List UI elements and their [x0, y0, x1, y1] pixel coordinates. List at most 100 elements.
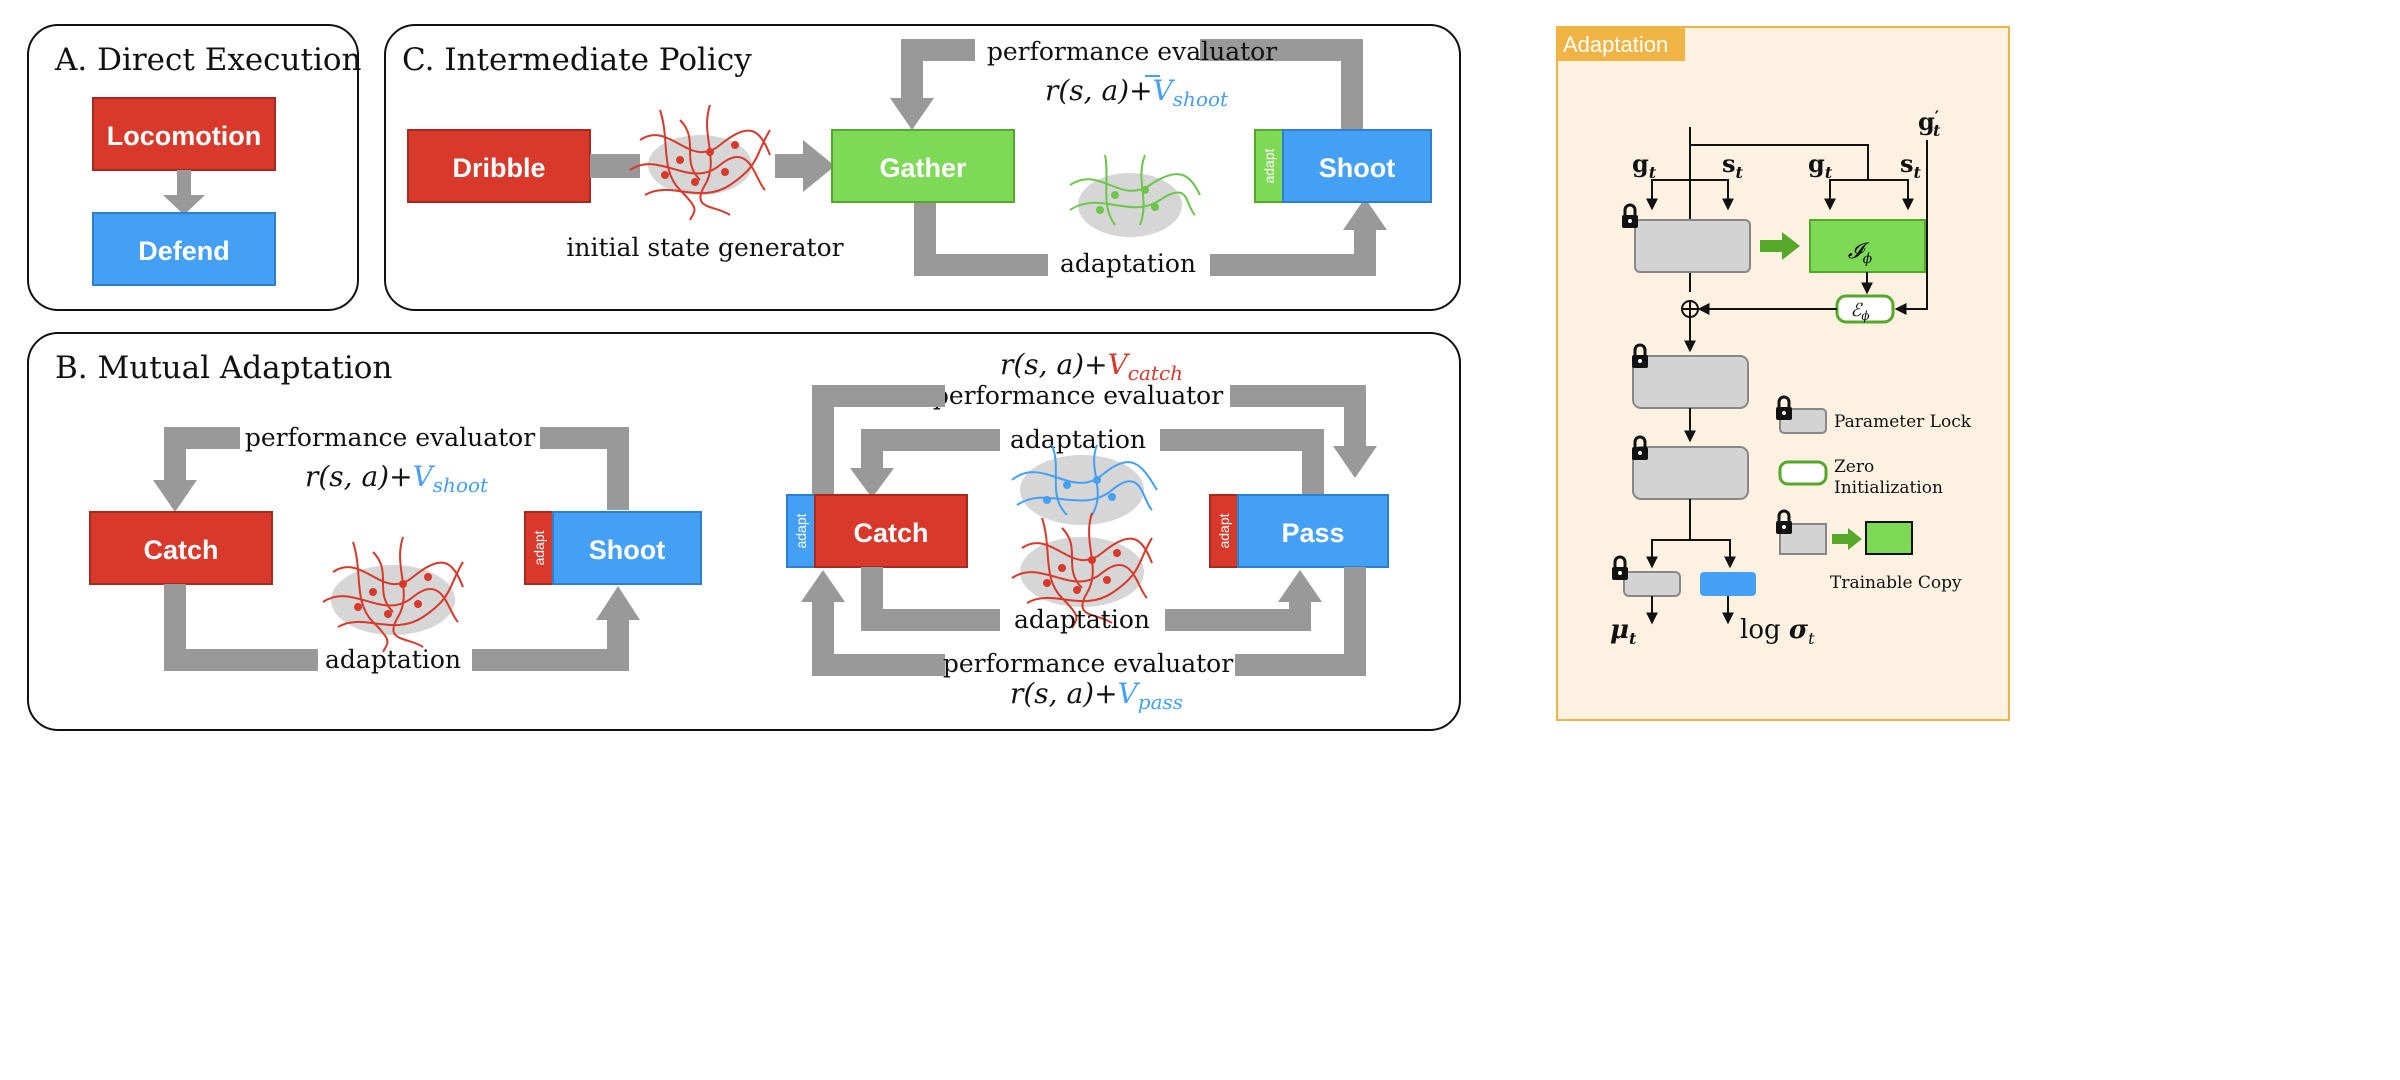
input-bus [1689, 127, 1869, 180]
adaptation-loop-left [914, 202, 1048, 276]
generator-connector [775, 154, 805, 178]
shoot-box [1282, 129, 1432, 203]
outer-bottom-arrowhead [801, 570, 845, 602]
left-adapt-tab [524, 511, 554, 585]
dribble-label: Dribble [452, 153, 545, 183]
s-copy-input-label: st [1900, 149, 1922, 182]
legend-copy-target-swatch [1865, 521, 1913, 555]
outer-top-loop-left [812, 385, 945, 500]
adapt-tab-label: adapt [1261, 148, 1277, 183]
left-evaluator-arrowhead [153, 480, 197, 512]
adaptation-loop-right [1210, 228, 1376, 276]
legend: Parameter Lock Zero Initialization Train… [1774, 395, 1972, 593]
left-adaptation-arrowhead [596, 586, 640, 620]
adaptation-panel: Adaptation gt st gt st g′ t 𝓘ϕ ℰϕ [1556, 26, 2010, 721]
panel-a-title: A. Direct Execution [54, 42, 362, 78]
legend-copy-arrow [1832, 528, 1862, 550]
panel-c: C. Intermediate Policy performance evalu… [384, 24, 1461, 311]
pass-adapt-tab [1209, 494, 1239, 568]
to-mu-head-arrow [1646, 499, 1691, 569]
dribble-box [407, 129, 591, 203]
dribble-connector [590, 154, 640, 178]
flow-arrow [163, 170, 205, 215]
locked-hidden-block-1 [1632, 355, 1749, 409]
left-shoot-box [552, 511, 702, 585]
c-evaluator-label: performance evaluator [987, 37, 1277, 66]
left-catch-label: Catch [143, 535, 218, 565]
legend-copy-source-swatch [1779, 523, 1827, 555]
outer-top-loop-right [1230, 385, 1366, 448]
left-evaluator-loop-right [540, 427, 629, 510]
inner-top-adaptation-label: adaptation [1010, 425, 1146, 454]
legend-zero-init-swatch [1778, 460, 1828, 486]
locked-hidden-block-2 [1632, 446, 1749, 500]
g-copy-input-label: gt [1808, 149, 1833, 182]
adaptation-tag [1557, 27, 1685, 61]
shoot-label: Shoot [1319, 153, 1395, 183]
panel-c-title: C. Intermediate Policy [402, 42, 752, 78]
bottom-evaluator-label: performance evaluator [943, 649, 1233, 678]
pass-adapt-tab-label: adapt [1216, 513, 1232, 548]
s-input-label: st [1722, 149, 1744, 182]
e-phi-label: ℰϕ [1850, 300, 1869, 323]
blue-trajectory-cloud [1020, 455, 1144, 525]
to-sigma-head-arrow [1690, 539, 1736, 569]
panel-a: A. Direct Execution Locomotion Defend [27, 24, 362, 311]
sigma-head [1700, 572, 1756, 596]
left-adaptation-label: adaptation [325, 645, 461, 674]
c-adaptation-label: adaptation [1060, 249, 1196, 278]
left-evaluator-label: performance evaluator [245, 423, 535, 452]
evaluator-loop-left [901, 39, 975, 100]
left-shoot-label: Shoot [589, 535, 665, 565]
right-catch-box [814, 494, 968, 568]
inner-top-loop-left [861, 429, 1000, 470]
outer-top-arrowhead [1333, 446, 1377, 478]
catch-adapt-tab [786, 494, 816, 568]
left-adaptation-loop-right [472, 617, 629, 671]
locomotion-label: Locomotion [107, 121, 261, 151]
locked-encoder-block [1634, 219, 1751, 273]
red-trajectory-cloud [1020, 537, 1144, 607]
copy-input-arrows [1824, 179, 1914, 211]
log-sigma-output-label: log σt [1740, 615, 1815, 648]
trainable-copy-block [1809, 219, 1926, 273]
top-reward-formula: r(s, a)+Vcatch [1000, 348, 1183, 385]
pass-box [1237, 494, 1389, 568]
legend-parameter-lock: Parameter Lock [1834, 412, 1972, 432]
left-evaluator-loop-left [164, 427, 240, 483]
mu-head [1623, 571, 1681, 597]
g-input-label: gt [1632, 149, 1657, 182]
inner-bottom-adaptation-label: adaptation [1014, 605, 1150, 634]
outer-bottom-loop-left [812, 600, 945, 676]
generator-arrowhead [803, 140, 835, 192]
panel-b: B. Mutual Adaptation performance evaluat… [27, 332, 1461, 731]
right-catch-label: Catch [853, 518, 928, 548]
mu-output-label: μt [1610, 615, 1637, 648]
defend-box [92, 212, 276, 286]
catch-adapt-tab-label: adapt [793, 513, 809, 548]
inner-bottom-loop-right [1165, 600, 1311, 631]
adapt-tab [1254, 129, 1284, 203]
outer-bottom-loop-right [1235, 567, 1366, 676]
left-adapt-tab-label: adapt [531, 530, 547, 565]
copy-arrow [1760, 232, 1800, 260]
legend-zero-init-line1: Zero [1834, 457, 1874, 477]
top-evaluator-label: performance evaluator [933, 381, 1223, 410]
inner-bottom-loop-left [861, 567, 1000, 631]
locked-input-arrows [1646, 179, 1734, 211]
defend-label: Defend [138, 236, 230, 266]
c-reward-formula: r(s, a)+Vshoot [1045, 74, 1229, 111]
g-prime-label: g′ t [1918, 107, 1941, 140]
legend-trainable-copy: Trainable Copy [1830, 573, 1962, 593]
evaluator-loop-right [1200, 39, 1363, 130]
gather-box [831, 129, 1015, 203]
left-reward-formula: r(s, a)+Vshoot [305, 460, 489, 497]
inner-top-arrowhead [850, 468, 894, 498]
state-cloud [648, 135, 752, 195]
adaptation-arrowhead [1343, 198, 1387, 230]
inner-top-loop-right [1160, 429, 1324, 495]
left-adaptation-loop-left [164, 584, 318, 671]
panel-b-title: B. Mutual Adaptation [55, 350, 392, 386]
initial-state-generator-label: initial state generator [566, 233, 843, 262]
